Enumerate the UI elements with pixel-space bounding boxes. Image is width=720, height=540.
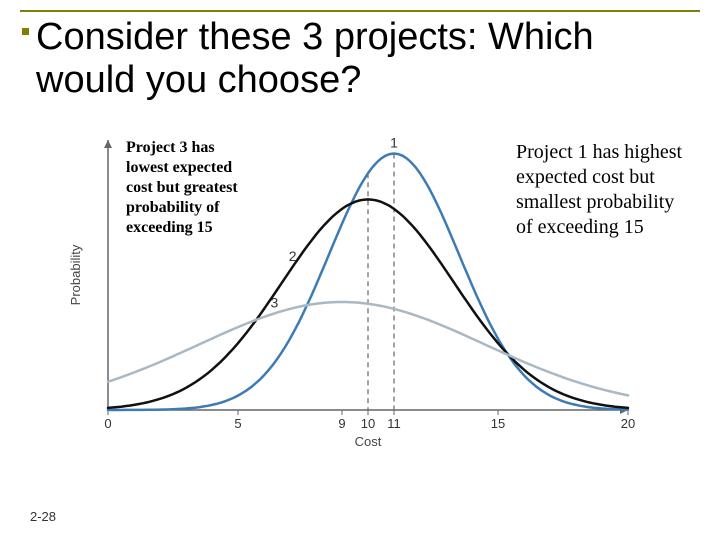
chart-svg: 0 5 9 10 11 15 20 Cost Probability 1 2 3 [60,130,660,460]
svg-text:0: 0 [104,416,111,431]
slide-title: Consider these 3 projects: Which would y… [36,16,696,101]
slide: Consider these 3 projects: Which would y… [0,0,720,540]
svg-text:Cost: Cost [355,434,382,449]
svg-text:1: 1 [390,135,398,151]
svg-text:9: 9 [338,416,345,431]
chart: 0 5 9 10 11 15 20 Cost Probability 1 2 3 [60,130,660,460]
svg-text:2: 2 [289,248,297,264]
svg-text:5: 5 [234,416,241,431]
title-rule [20,10,700,12]
svg-text:3: 3 [271,294,279,310]
svg-text:15: 15 [491,416,505,431]
svg-text:Probability: Probability [68,244,83,305]
svg-text:11: 11 [387,416,401,431]
svg-text:20: 20 [621,416,635,431]
svg-text:10: 10 [361,416,375,431]
page-number: 2-28 [30,509,56,524]
title-bullet [22,28,29,35]
